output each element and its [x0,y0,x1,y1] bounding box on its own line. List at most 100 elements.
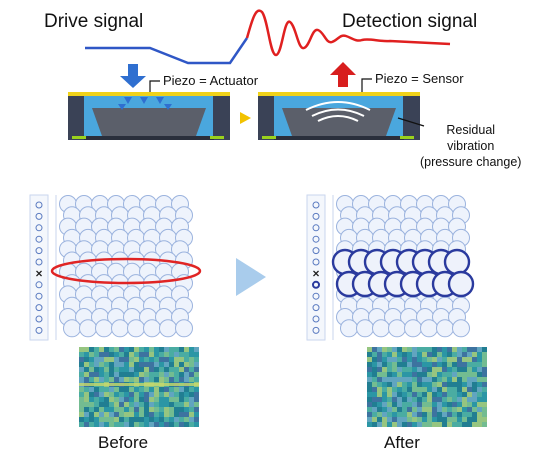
print-sample-pixel [462,382,467,387]
print-sample-pixel [194,377,199,382]
ink-dot [95,319,113,338]
print-sample-pixel [472,417,477,422]
print-sample-pixel [89,422,94,427]
print-sample-pixel [412,347,417,352]
print-sample-pixel [447,412,452,417]
print-sample-pixel [84,387,89,392]
print-sample-pixel [442,347,447,352]
print-sample-pixel [372,417,377,422]
print-sample-pixel [179,352,184,357]
print-sample-pixel [377,347,382,352]
print-sample-pixel [472,352,477,357]
print-sample-pixel [382,357,387,362]
print-sample-pixel [392,352,397,357]
print-sample-pixel [402,417,407,422]
nozzle-dot [312,201,320,209]
print-sample-pixel [89,397,94,402]
print-sample-pixel [104,412,109,417]
print-sample-pixel [184,362,189,367]
print-sample-pixel [189,407,194,412]
print-sample-pixel [109,402,114,407]
before-caption: Before [98,433,149,452]
print-sample-pixel [109,422,114,427]
print-sample-pixel [457,362,462,367]
print-sample-pixel [169,362,174,367]
print-sample-pixel [407,362,412,367]
print-sample-pixel [174,392,179,397]
nozzle-dot [35,281,43,289]
print-sample-pixel [472,377,477,382]
print-sample-pixel [159,402,164,407]
print-sample-pixel [442,382,447,387]
ink-dot [452,319,470,338]
print-sample-pixel [169,357,174,362]
print-sample-pixel [184,377,189,382]
print-sample-pixel [94,377,99,382]
print-sample-pixel [372,347,377,352]
print-sample-pixel [184,412,189,417]
print-sample-pixel [169,352,174,357]
print-sample-pixel [194,412,199,417]
print-sample-pixel [392,402,397,407]
print-sample-pixel [442,362,447,367]
print-sample-pixel [189,352,194,357]
print-sample-pixel [169,407,174,412]
print-sample-pixel [79,412,84,417]
print-sample-pixel [179,347,184,352]
print-sample-pixel [89,357,94,362]
print-sample-pixel [452,417,457,422]
print-sample-pixel [139,402,144,407]
print-sample-pixel [382,387,387,392]
ink-dot [143,319,161,338]
print-sample-pixel [432,402,437,407]
print-sample-pixel [372,397,377,402]
print-sample-pixel [462,387,467,392]
nozzle-dot [35,247,43,255]
print-sample-pixel [164,372,169,377]
print-sample-pixel [104,397,109,402]
print-sample-pixel [467,382,472,387]
print-sample-pixel [372,387,377,392]
print-sample-pixel [94,422,99,427]
print-sample-pixel [482,362,487,367]
print-sample-pixel [452,377,457,382]
print-sample-pixel [457,407,462,412]
print-sample-pixel [149,352,154,357]
print-sample-pixel [427,347,432,352]
print-sample-pixel [149,347,154,352]
print-sample-pixel [412,422,417,427]
print-sample-pixel [387,347,392,352]
print-sample-pixel [387,402,392,407]
print-sample-pixel [144,402,149,407]
print-sample-pixel [457,367,462,372]
print-sample-pixel [382,412,387,417]
actuator-cross-section [68,92,230,140]
print-sample-pixel [422,362,427,367]
print-sample-pixel [109,392,114,397]
print-sample-pixel [184,367,189,372]
print-sample-pixel [99,357,104,362]
print-sample-pixel [134,417,139,422]
print-sample-pixel [189,417,194,422]
print-sample-pixel [109,352,114,357]
print-sample-pixel [89,407,94,412]
print-sample-pixel [422,402,427,407]
print-sample-pixel [387,352,392,357]
after-caption: After [384,433,420,452]
print-sample-pixel [462,347,467,352]
print-sample-pixel [417,377,422,382]
print-sample-pixel [447,362,452,367]
print-sample-pixel [179,387,184,392]
print-sample-pixel [104,362,109,367]
print-sample-pixel [164,407,169,412]
print-sample-pixel [129,422,134,427]
print-sample-pixel [84,417,89,422]
print-sample-pixel [407,412,412,417]
print-sample-pixel [432,422,437,427]
print-sample-pixel [194,357,199,362]
print-sample-pixel [124,362,129,367]
nozzle-grid-after: × [306,194,475,341]
print-sample-pixel [472,357,477,362]
print-sample-pixel [372,392,377,397]
print-sample-pixel [472,362,477,367]
